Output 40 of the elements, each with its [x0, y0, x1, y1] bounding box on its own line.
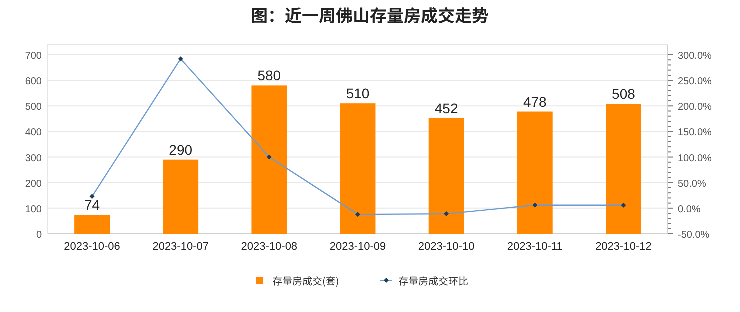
- y2-tick-label: 250.0%: [678, 76, 712, 88]
- y2-tick-label: 300.0%: [678, 51, 712, 62]
- data-label: 510: [346, 86, 370, 102]
- bar: [74, 215, 110, 234]
- x-tick-label: 2023-10-09: [330, 241, 386, 253]
- y2-tick-label: -50.0%: [678, 230, 710, 241]
- bar: [428, 118, 464, 234]
- data-label: 74: [84, 197, 100, 214]
- data-label: 290: [169, 142, 193, 158]
- x-tick-label: 2023-10-12: [596, 241, 652, 253]
- y2-tick-label: 50.0%: [678, 178, 706, 190]
- y-tick-label: 0: [36, 230, 42, 241]
- bar: [163, 160, 199, 234]
- bar: [340, 104, 376, 234]
- y2-tick-label: 200.0%: [678, 102, 712, 114]
- y2-tick-label: 150.0%: [678, 128, 712, 139]
- legend-label: 存量房成交(套): [272, 273, 340, 288]
- x-tick-label: 2023-10-10: [418, 241, 475, 253]
- y-tick-label: 200: [25, 178, 42, 190]
- chart-title: 图：近一周佛山存量房成交走势: [251, 2, 489, 27]
- data-label: 580: [258, 68, 282, 84]
- y-tick-label: 500: [25, 102, 42, 114]
- data-label: 452: [434, 100, 458, 116]
- bar: [606, 104, 642, 234]
- x-tick-label: 2023-10-08: [241, 241, 298, 253]
- y2-tick-label: 100.0%: [678, 153, 712, 164]
- y2-tick-label: 0.0%: [678, 204, 701, 216]
- bar: [252, 86, 288, 234]
- x-tick-label: 2023-10-11: [507, 241, 563, 253]
- data-label: 508: [612, 86, 636, 102]
- bar: [517, 112, 553, 234]
- y-tick-label: 100: [25, 204, 42, 216]
- y-tick-label: 600: [25, 76, 42, 88]
- data-label: 478: [523, 94, 548, 110]
- y-tick-label: 300: [25, 153, 42, 164]
- y-tick-label: 400: [25, 128, 42, 139]
- legend-label: 存量房成交环比: [398, 273, 468, 288]
- y-tick-label: 700: [25, 51, 42, 62]
- x-tick-label: 2023-10-06: [64, 241, 120, 253]
- x-tick-label: 2023-10-07: [152, 241, 209, 253]
